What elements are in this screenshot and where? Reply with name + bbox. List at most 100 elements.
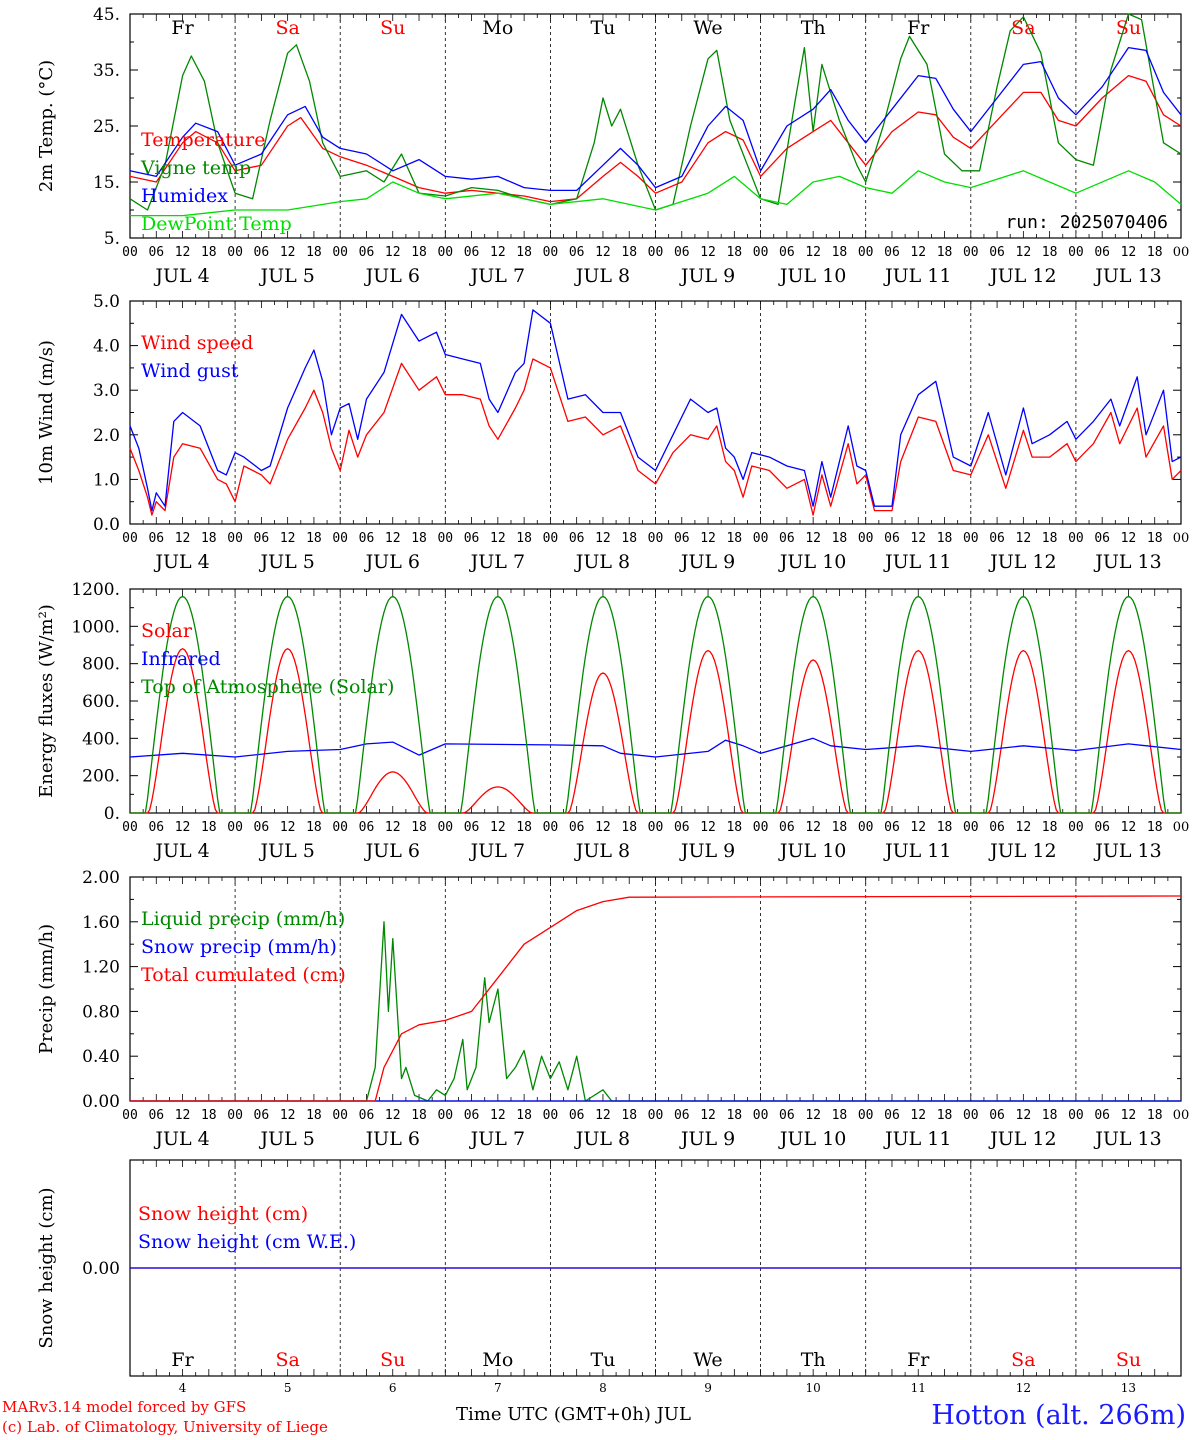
hour-label: 00 xyxy=(122,820,138,835)
hour-label: 06 xyxy=(779,1108,795,1123)
date-label: JUL 11 xyxy=(883,265,951,287)
day-number: 13 xyxy=(1121,1381,1136,1395)
hour-label: 00 xyxy=(122,531,138,546)
hour-label: 18 xyxy=(1042,245,1058,260)
date-label: JUL 9 xyxy=(679,1128,735,1150)
panel-2: 5.0 4.0 3.0 2.0 1.0 0.0 10m Wind (m/s) 00 06 12 18… xyxy=(36,292,1189,573)
hour-label: 18 xyxy=(937,1108,953,1123)
hour-label: 06 xyxy=(464,245,480,260)
y-tick-label: 1.0 xyxy=(93,470,120,490)
hour-label: 06 xyxy=(254,531,270,546)
hour-label: 00 xyxy=(753,531,769,546)
y-tick-label: 15. xyxy=(93,173,120,193)
legend-entry: DewPoint Temp xyxy=(141,213,292,235)
hour-label: 18 xyxy=(1147,245,1163,260)
hour-label: 18 xyxy=(306,245,322,260)
date-label: JUL 8 xyxy=(574,265,630,287)
date-label: JUL 7 xyxy=(469,840,525,862)
hour-label: 06 xyxy=(148,1108,164,1123)
date-label: JUL 8 xyxy=(574,840,630,862)
hour-label: 18 xyxy=(201,531,217,546)
hour-label: 06 xyxy=(1094,245,1110,260)
hour-label: 12 xyxy=(280,245,296,260)
hour-label: 06 xyxy=(254,1108,270,1123)
hour-label: 00 xyxy=(963,531,979,546)
hour-label: 06 xyxy=(464,531,480,546)
weekday-label-top: Mo xyxy=(482,17,513,39)
hour-label: 12 xyxy=(490,820,506,835)
date-label: JUL 13 xyxy=(1093,265,1161,287)
hour-label: 06 xyxy=(989,245,1005,260)
hour-label: 18 xyxy=(832,820,848,835)
hour-label: 06 xyxy=(464,1108,480,1123)
date-label: JUL 4 xyxy=(153,1128,209,1150)
series-line-infrared xyxy=(129,737,1182,758)
hour-label: 00 xyxy=(753,820,769,835)
legend-entry: Snow height (cm) xyxy=(138,1203,308,1225)
hour-label: 12 xyxy=(175,245,191,260)
hour-label: 06 xyxy=(569,245,585,260)
date-label: JUL 11 xyxy=(883,840,951,862)
hour-label: 12 xyxy=(385,820,401,835)
weekday-label-bottom: Sa xyxy=(275,1349,299,1371)
hour-label: 18 xyxy=(306,531,322,546)
hour-label: 18 xyxy=(201,1108,217,1123)
hour-label: 18 xyxy=(411,245,427,260)
hour-label: 00 xyxy=(332,245,348,260)
hour-label: 06 xyxy=(359,1108,375,1123)
y-axis-label: Precip (mm/h) xyxy=(36,924,57,1054)
panel-3: 1200. 1000. 800. 600. 400. 200. 0. Energy fluxe… xyxy=(36,580,1189,862)
legend-entry: Wind speed xyxy=(141,332,253,354)
date-label: JUL 13 xyxy=(1093,551,1161,573)
weekday-label-bottom: We xyxy=(693,1349,722,1371)
hour-label: 06 xyxy=(779,531,795,546)
hour-label: 00 xyxy=(437,245,453,260)
legend-entry: Vigne temp xyxy=(140,157,251,179)
weekday-label-top: Su xyxy=(1116,17,1141,39)
hour-label: 00 xyxy=(858,820,874,835)
hour-label: 12 xyxy=(385,245,401,260)
panel-4: 2.00 1.60 1.20 0.80 0.40 0.00 Precip (mm/h) 00 0… xyxy=(36,868,1189,1150)
date-label: JUL 9 xyxy=(679,840,735,862)
weekday-label-top: Fr xyxy=(171,17,194,39)
y-tick-label: 0.00 xyxy=(82,1259,120,1279)
date-label: JUL 9 xyxy=(679,551,735,573)
weekday-label-top: Su xyxy=(380,17,405,39)
hour-label: 12 xyxy=(385,531,401,546)
weekday-label-bottom: Su xyxy=(380,1349,405,1371)
date-label: JUL 10 xyxy=(778,1128,846,1150)
weekday-label-top: Fr xyxy=(907,17,930,39)
day-number: 4 xyxy=(179,1381,187,1395)
y-tick-label: 200. xyxy=(82,767,120,787)
weekday-label-bottom: Sa xyxy=(1011,1349,1035,1371)
hour-label: 18 xyxy=(516,1108,532,1123)
series-line-wind-speed xyxy=(129,358,1182,516)
hour-label: 00 xyxy=(543,245,559,260)
panel-frame xyxy=(129,588,1182,814)
y-tick-label: 0.00 xyxy=(82,1092,120,1112)
date-label: JUL 7 xyxy=(469,1128,525,1150)
hour-label: 12 xyxy=(910,820,926,835)
date-label: JUL 13 xyxy=(1093,1128,1161,1150)
legend-entry: Total cumulated (cm) xyxy=(141,964,346,986)
hour-label: 06 xyxy=(569,1108,585,1123)
hour-label: 18 xyxy=(1042,1108,1058,1123)
day-number: 10 xyxy=(806,1381,821,1395)
hour-label: 18 xyxy=(1147,1108,1163,1123)
hour-label: 12 xyxy=(1016,820,1032,835)
hour-label: 00 xyxy=(1068,245,1084,260)
hour-label: 06 xyxy=(464,820,480,835)
y-tick-label: 0.80 xyxy=(82,1002,120,1022)
series-line-total-cumulated-cm- xyxy=(130,895,1182,1102)
hour-label: 06 xyxy=(884,1108,900,1123)
series-line-vigne-temp xyxy=(129,13,1182,211)
y-tick-label: 0. xyxy=(104,804,120,824)
hour-label: 06 xyxy=(884,245,900,260)
legend-entry: Liquid precip (mm/h) xyxy=(141,908,345,930)
hour-label: 06 xyxy=(989,820,1005,835)
hour-label: 18 xyxy=(621,1108,637,1123)
date-label: JUL 13 xyxy=(1093,840,1161,862)
weekday-label-bottom: Mo xyxy=(482,1349,513,1371)
date-label: JUL 6 xyxy=(364,840,420,862)
hour-label: 12 xyxy=(1016,1108,1032,1123)
